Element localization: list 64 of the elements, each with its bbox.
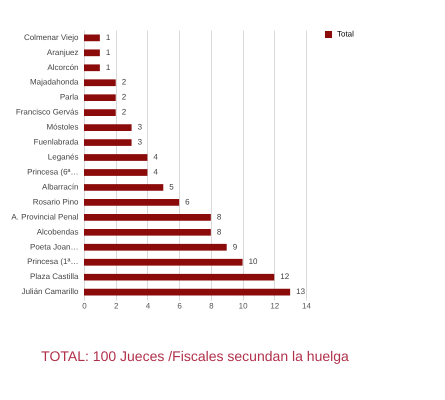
bar [84, 64, 100, 72]
x-tick-label: 2 [114, 302, 119, 310]
data-label: 4 [153, 167, 158, 176]
data-label: 8 [216, 212, 222, 222]
bar [84, 109, 116, 116]
bar [84, 274, 274, 281]
y-tick-label: Plaza Castilla [30, 272, 80, 282]
data-label: 8 [216, 227, 222, 236]
data-label: 12 [280, 272, 290, 282]
data-label: 3 [138, 122, 143, 132]
y-tick-label: Majadahonda [30, 78, 80, 87]
data-label: 1 [106, 32, 111, 42]
y-tick-label: Albarracín [42, 182, 78, 192]
y-tick-label: Princesa (1ª… [27, 257, 78, 266]
legend-label: Total [337, 30, 354, 38]
bar [84, 184, 164, 191]
data-label: 5 [169, 182, 174, 192]
bar [84, 49, 100, 56]
x-tick-label: 4 [146, 302, 151, 310]
y-tick-label: Julián Camarillo [22, 287, 80, 296]
bar [84, 94, 116, 102]
data-label: 1 [106, 62, 111, 72]
bar [84, 199, 180, 206]
x-tick-label: 10 [238, 302, 248, 310]
bar [84, 79, 116, 86]
y-tick-label: Leganés [48, 152, 78, 162]
data-label: 1 [106, 48, 111, 57]
bar [84, 34, 100, 42]
y-tick-label: Alcorcón [47, 62, 78, 72]
y-tick-label: Alcobendas [36, 227, 78, 236]
x-tick-label: 6 [177, 302, 182, 310]
data-label: 9 [232, 242, 238, 252]
y-tick-label: Móstoles [46, 122, 78, 132]
bar [84, 214, 211, 221]
bar [84, 124, 132, 131]
bar [84, 288, 290, 296]
x-tick-label: 0 [82, 302, 88, 310]
y-tick-label: Colmenar Viejo [24, 32, 80, 42]
data-label: 10 [248, 257, 258, 266]
bar [84, 154, 148, 161]
bar [84, 139, 132, 146]
data-label: 2 [122, 92, 127, 102]
y-tick-label: A. Provincial Penal [11, 212, 79, 222]
data-label: 3 [138, 138, 143, 147]
y-tick-label: Francisco Gervás [16, 108, 78, 117]
x-tick-label: 14 [302, 302, 312, 310]
bar [84, 228, 211, 236]
bar [84, 169, 148, 176]
bar [84, 244, 227, 251]
text: TOTAL: 100 Jueces /Fiscales secundan la huelga [41, 348, 350, 364]
x-tick-label: 12 [270, 302, 280, 310]
y-tick-label: Princesa (6ª… [27, 167, 78, 176]
bar [84, 258, 243, 266]
y-tick-label: Poeta Joan… [30, 242, 78, 252]
y-tick-label: Rosario Pino [32, 197, 80, 206]
data-label: 4 [153, 152, 158, 162]
x-tick-label: 8 [209, 302, 214, 310]
data-label: 13 [296, 287, 306, 296]
y-tick-label: Aranjuez [46, 48, 78, 57]
data-label: 2 [122, 108, 127, 117]
y-tick-label: Parla [60, 92, 80, 102]
y-tick-label: Fuenlabrada [34, 138, 80, 147]
data-label: 6 [185, 197, 190, 206]
data-label: 2 [122, 78, 127, 87]
